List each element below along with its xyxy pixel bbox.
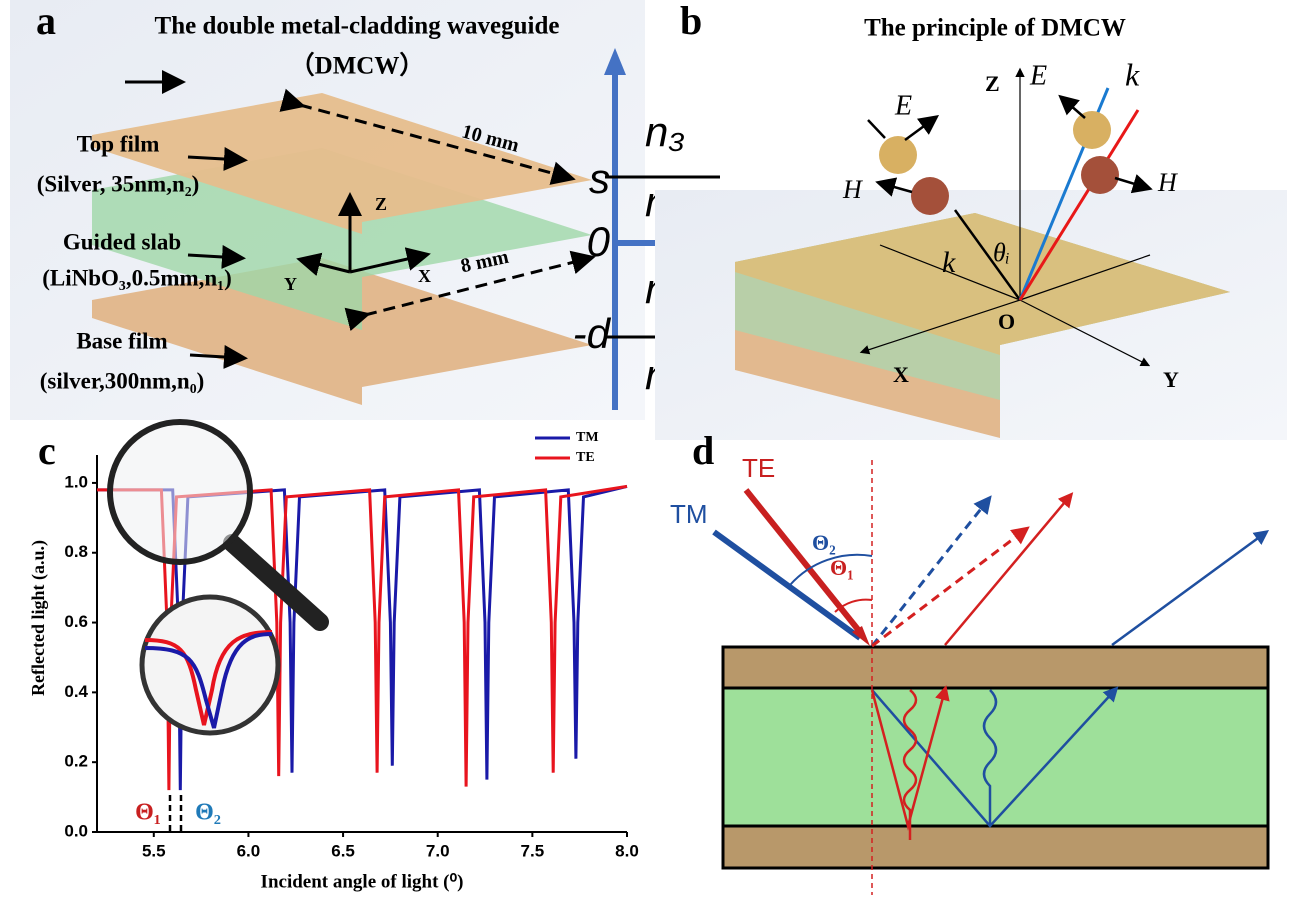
y-tick-label: 0.6	[64, 612, 88, 631]
axis-label: Z	[375, 194, 387, 214]
annotation: Θ₂	[195, 800, 221, 826]
x-axis-label: Incident angle of light (⁰)	[261, 871, 464, 892]
vector-label: k⃗	[1125, 56, 1164, 92]
y-tick-label: 0.2	[64, 752, 88, 771]
vector-label: E⃗	[894, 90, 934, 121]
x-tick-label: 8.0	[615, 841, 639, 860]
title: The double metal-cladding waveguide	[155, 13, 560, 40]
top-cladding	[723, 647, 1268, 688]
panel-label: d	[692, 428, 714, 473]
subtitle: （DMCW）	[290, 51, 425, 80]
beam-label: TE	[742, 453, 775, 483]
x-tick-label: 7.5	[521, 841, 545, 860]
y-tick-label: 0.8	[64, 542, 88, 561]
y-tick-label: 0.0	[64, 821, 88, 840]
panel-b: b The principle of DMCW Z X Y O E⃗ E⃗ H⃗…	[655, 0, 1287, 440]
title: The principle of DMCW	[864, 15, 1126, 42]
figure: a The double metal-cladding waveguide （D…	[0, 0, 1297, 901]
annotation: Θ₁	[135, 800, 161, 826]
panel-label: b	[680, 0, 702, 43]
y-tick-label: 0.4	[64, 682, 88, 701]
tm-out	[1112, 533, 1265, 645]
layer-detail: (silver,300nm,n₀)	[40, 368, 205, 393]
x-tick-label: 6.5	[331, 841, 355, 860]
panel-d: d TE TM Θ₂ Θ₁	[670, 428, 1268, 895]
layer-detail: (LiNbO₃,0.5mm,n₁)	[42, 265, 232, 290]
legend-label: TM	[576, 430, 599, 445]
index: n₃	[645, 108, 685, 155]
lens	[110, 422, 250, 562]
sphere	[911, 177, 949, 215]
x-tick-label: 5.5	[142, 841, 166, 860]
vector	[1062, 98, 1085, 118]
sphere	[879, 136, 917, 174]
angle-label: Θ₁	[830, 555, 854, 580]
vector-label: H⃗	[1157, 168, 1197, 197]
layer-name: Top film	[77, 131, 160, 156]
beam-label: TM	[670, 499, 708, 529]
axis-label: Z	[985, 71, 1000, 96]
vector-label: k⃗	[942, 246, 979, 279]
bottom-cladding	[723, 826, 1268, 868]
panel-a: a The double metal-cladding waveguide （D…	[10, 0, 737, 420]
panel-label: c	[38, 428, 56, 473]
axis-label: Y	[284, 274, 297, 294]
origin: O	[998, 309, 1015, 334]
sphere	[1081, 156, 1119, 194]
te-out	[945, 496, 1070, 645]
layer-name: Guided slab	[63, 229, 181, 254]
vector	[868, 120, 885, 138]
y-axis-label: Reflected light (a.u.)	[28, 540, 49, 696]
vector-label: H⃗	[842, 175, 882, 204]
x-tick-label: 6.0	[237, 841, 261, 860]
axis-label: Y	[1163, 367, 1179, 392]
angle-label: Θ₂	[812, 530, 836, 555]
tm-incident	[714, 532, 860, 638]
axis-label: X	[418, 266, 431, 286]
layer-detail: (Silver, 35nm,n₂)	[37, 171, 200, 196]
panel-label: a	[36, 0, 56, 43]
boundary-label: 0	[587, 218, 611, 265]
page: {"panels":{ "a":{"label":"a","title":"Th…	[0, 0, 1297, 901]
y-tick-label: 1.0	[64, 472, 88, 491]
axis-label: X	[893, 362, 909, 387]
vector	[1115, 178, 1148, 188]
boundary-label: s	[589, 155, 610, 202]
layer-name: Base film	[76, 328, 167, 353]
boundary-label: -d	[573, 310, 612, 357]
legend-label: TE	[576, 450, 595, 465]
angle-label: θᵢ	[993, 238, 1010, 267]
sphere	[1073, 111, 1111, 149]
x-tick-label: 7.0	[426, 841, 450, 860]
vector-label: E⃗	[1029, 60, 1069, 91]
